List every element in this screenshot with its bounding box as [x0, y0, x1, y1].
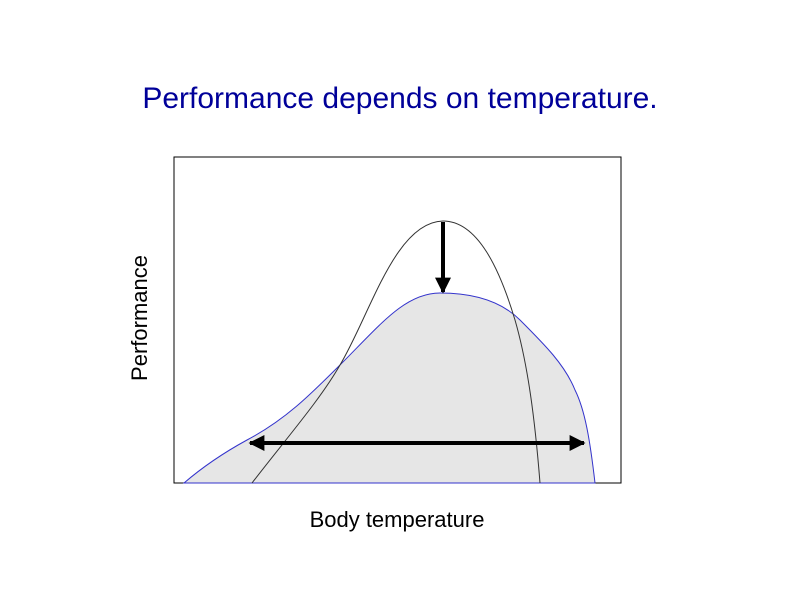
y-axis-label: Performance [127, 255, 152, 381]
x-axis-label: Body temperature [310, 507, 485, 532]
narrow-performance-curve [251, 220, 541, 484]
slide-title: Performance depends on temperature. [142, 82, 657, 115]
